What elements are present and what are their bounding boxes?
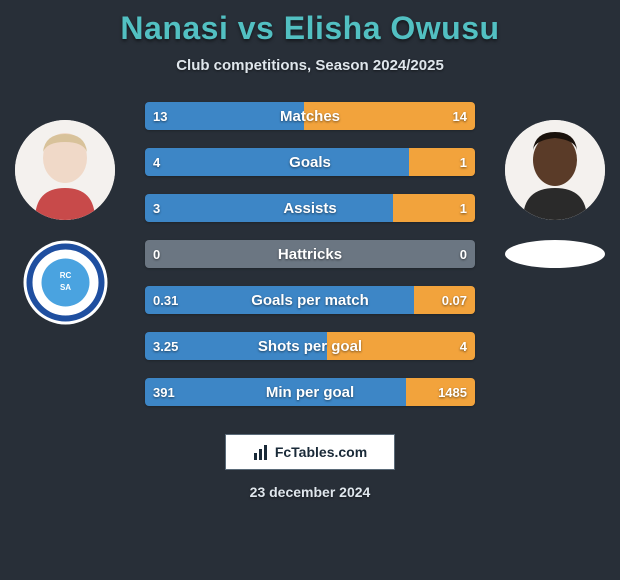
club-badge-icon: RC SA xyxy=(23,240,108,325)
right-club-badge-blank xyxy=(505,240,605,268)
footer-date: 23 december 2024 xyxy=(0,484,620,500)
page-subtitle: Club competitions, Season 2024/2025 xyxy=(0,57,620,74)
left-player-avatar xyxy=(15,120,115,220)
footer-brand-text: FcTables.com xyxy=(275,444,367,460)
page-title: Nanasi vs Elisha Owusu xyxy=(0,10,620,47)
stat-label: Goals per match xyxy=(145,286,475,314)
stat-bar-row: 3.254Shots per goal xyxy=(145,332,475,360)
stat-label: Min per goal xyxy=(145,378,475,406)
left-club-badge: RC SA xyxy=(23,240,108,325)
stat-bar-row: 31Assists xyxy=(145,194,475,222)
avatar-placeholder-icon xyxy=(15,120,115,220)
stat-bar-row: 1314Matches xyxy=(145,102,475,130)
stat-bar-row: 0.310.07Goals per match xyxy=(145,286,475,314)
stat-bars: 1314Matches 41Goals 31Assists 00Hattricks 0.… xyxy=(145,102,475,406)
stat-bar-row: 00Hattricks xyxy=(145,240,475,268)
stat-label: Goals xyxy=(145,148,475,176)
stat-label: Assists xyxy=(145,194,475,222)
comparison-container: Nanasi vs Elisha Owusu Club competitions… xyxy=(0,0,620,580)
stat-bar-row: 41Goals xyxy=(145,148,475,176)
right-player-column xyxy=(500,120,610,268)
footer-brand-logo: FcTables.com xyxy=(225,434,395,470)
left-player-column: RC SA xyxy=(10,120,120,325)
svg-text:SA: SA xyxy=(59,283,70,292)
stat-label: Hattricks xyxy=(145,240,475,268)
stat-label: Shots per goal xyxy=(145,332,475,360)
chart-icon xyxy=(253,443,271,461)
stat-bar-row: 3911485Min per goal xyxy=(145,378,475,406)
stat-label: Matches xyxy=(145,102,475,130)
svg-text:RC: RC xyxy=(59,271,71,280)
right-player-avatar xyxy=(505,120,605,220)
avatar-placeholder-icon xyxy=(505,120,605,220)
